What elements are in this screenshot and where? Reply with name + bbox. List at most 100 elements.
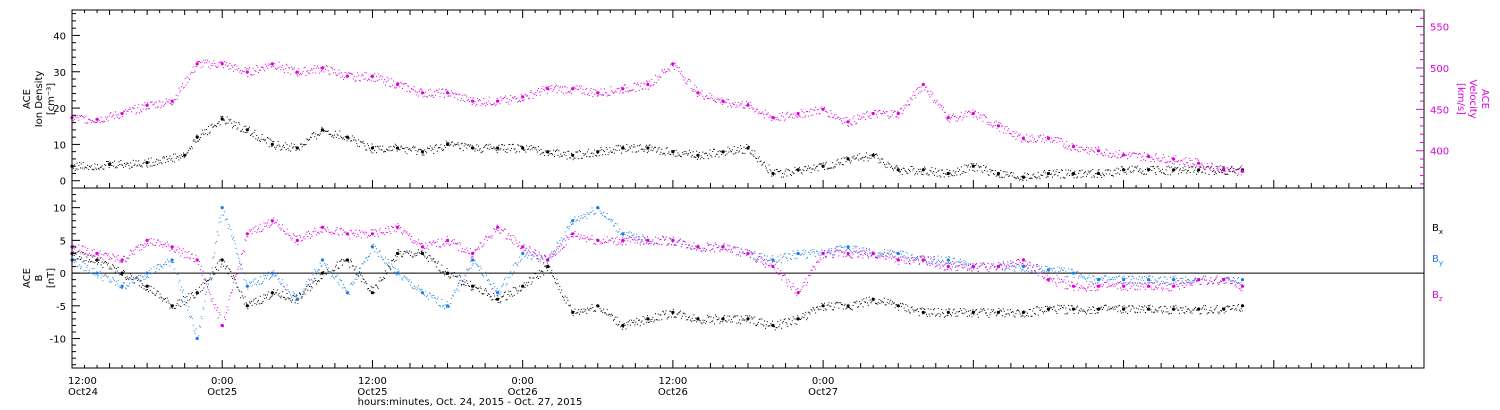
by-sample [319, 262, 321, 264]
velocity-sample [638, 90, 640, 92]
bx-sample [444, 270, 446, 272]
bx-sample [1235, 307, 1237, 309]
bx-sample [492, 299, 494, 300]
bx-sample [1103, 305, 1105, 307]
velocity-sample [764, 117, 766, 119]
velocity-sample [139, 112, 141, 114]
bx-sample [596, 306, 598, 307]
density-sample [169, 155, 171, 157]
density-sample [1194, 169, 1196, 171]
bx-sample [1200, 313, 1202, 314]
bx-sample [233, 277, 235, 279]
bx-sample [196, 294, 198, 296]
density-sample [199, 137, 201, 138]
bx-sample [1087, 309, 1089, 311]
by-sample [409, 279, 411, 281]
bx-sample [659, 314, 661, 316]
density-sample [182, 152, 184, 154]
by-sample [525, 254, 527, 256]
bx-sample [663, 314, 665, 315]
by-sample [236, 253, 238, 254]
density-sample [241, 128, 243, 130]
velocity-sample [888, 117, 890, 119]
by-sample [640, 239, 642, 241]
bx-sample [1086, 310, 1088, 312]
density-sample [1104, 169, 1106, 171]
density-sample [192, 140, 194, 142]
density-sample [863, 160, 865, 162]
bx-sample [675, 316, 677, 318]
bx-sample [697, 319, 698, 321]
density-sample [910, 166, 912, 167]
bx-sample [1010, 312, 1012, 313]
velocity-sample [1024, 139, 1026, 141]
density-sample [1023, 178, 1025, 180]
velocity-sample [310, 68, 312, 70]
bx-sample [766, 321, 768, 323]
density-sample [375, 146, 377, 148]
bx-sample [1199, 313, 1201, 315]
velocity-sample [319, 67, 321, 69]
bx-sample [706, 314, 708, 316]
by-sample [283, 286, 285, 288]
velocity-sample [95, 122, 97, 124]
bx-sample [293, 295, 295, 297]
bx-sample [109, 266, 111, 268]
density-sample [211, 123, 213, 125]
density-sample [410, 149, 411, 151]
velocity-sample [258, 72, 259, 73]
velocity-sample [252, 67, 254, 69]
bx-sample [410, 255, 411, 256]
velocity-sample [131, 111, 132, 113]
velocity-sample [1147, 154, 1149, 156]
bx-sample [876, 303, 878, 305]
by-sample [325, 267, 327, 269]
bx-sample [85, 260, 87, 261]
bx-sample [969, 310, 971, 312]
density-sample [649, 144, 651, 146]
density-sample [1018, 179, 1020, 181]
density-sample [509, 144, 511, 146]
velocity-sample [123, 110, 124, 112]
bx-sample [1063, 304, 1065, 306]
bx-sample [442, 271, 444, 273]
velocity-sample [75, 117, 77, 119]
by-sample [629, 231, 631, 233]
velocity-sample [173, 102, 174, 104]
density-sample [540, 149, 542, 150]
by-sample [610, 220, 612, 222]
bx-sample [550, 271, 552, 273]
bx-sample [1015, 313, 1017, 315]
velocity-sample [1049, 136, 1051, 138]
density-sample [923, 168, 925, 170]
density-sample [868, 157, 870, 159]
by-sample [638, 236, 640, 238]
velocity-sample [1018, 134, 1019, 136]
velocity-sample [100, 116, 102, 118]
bx-sample [218, 260, 220, 262]
density-sample [614, 149, 616, 151]
density-sample [786, 175, 788, 177]
density-sample [1029, 178, 1031, 179]
by-point [270, 271, 274, 275]
bx-sample [438, 269, 440, 271]
by-sample [249, 281, 250, 283]
velocity-sample [208, 61, 210, 63]
bx-point [395, 251, 400, 256]
velocity-sample [1240, 174, 1242, 176]
velocity-sample [910, 98, 912, 100]
density-sample [630, 147, 631, 149]
by-sample [380, 255, 382, 257]
density-sample [287, 147, 289, 149]
by-sample [263, 274, 265, 276]
velocity-sample [719, 98, 721, 100]
by-sample [279, 281, 281, 283]
density-sample [965, 172, 967, 173]
by-sample [424, 295, 426, 297]
bx-sample [311, 287, 313, 289]
velocity-sample [288, 67, 290, 69]
velocity-sample [613, 92, 614, 94]
density-sample [1178, 173, 1180, 175]
bx-sample [108, 268, 110, 270]
by-sample [191, 318, 193, 320]
